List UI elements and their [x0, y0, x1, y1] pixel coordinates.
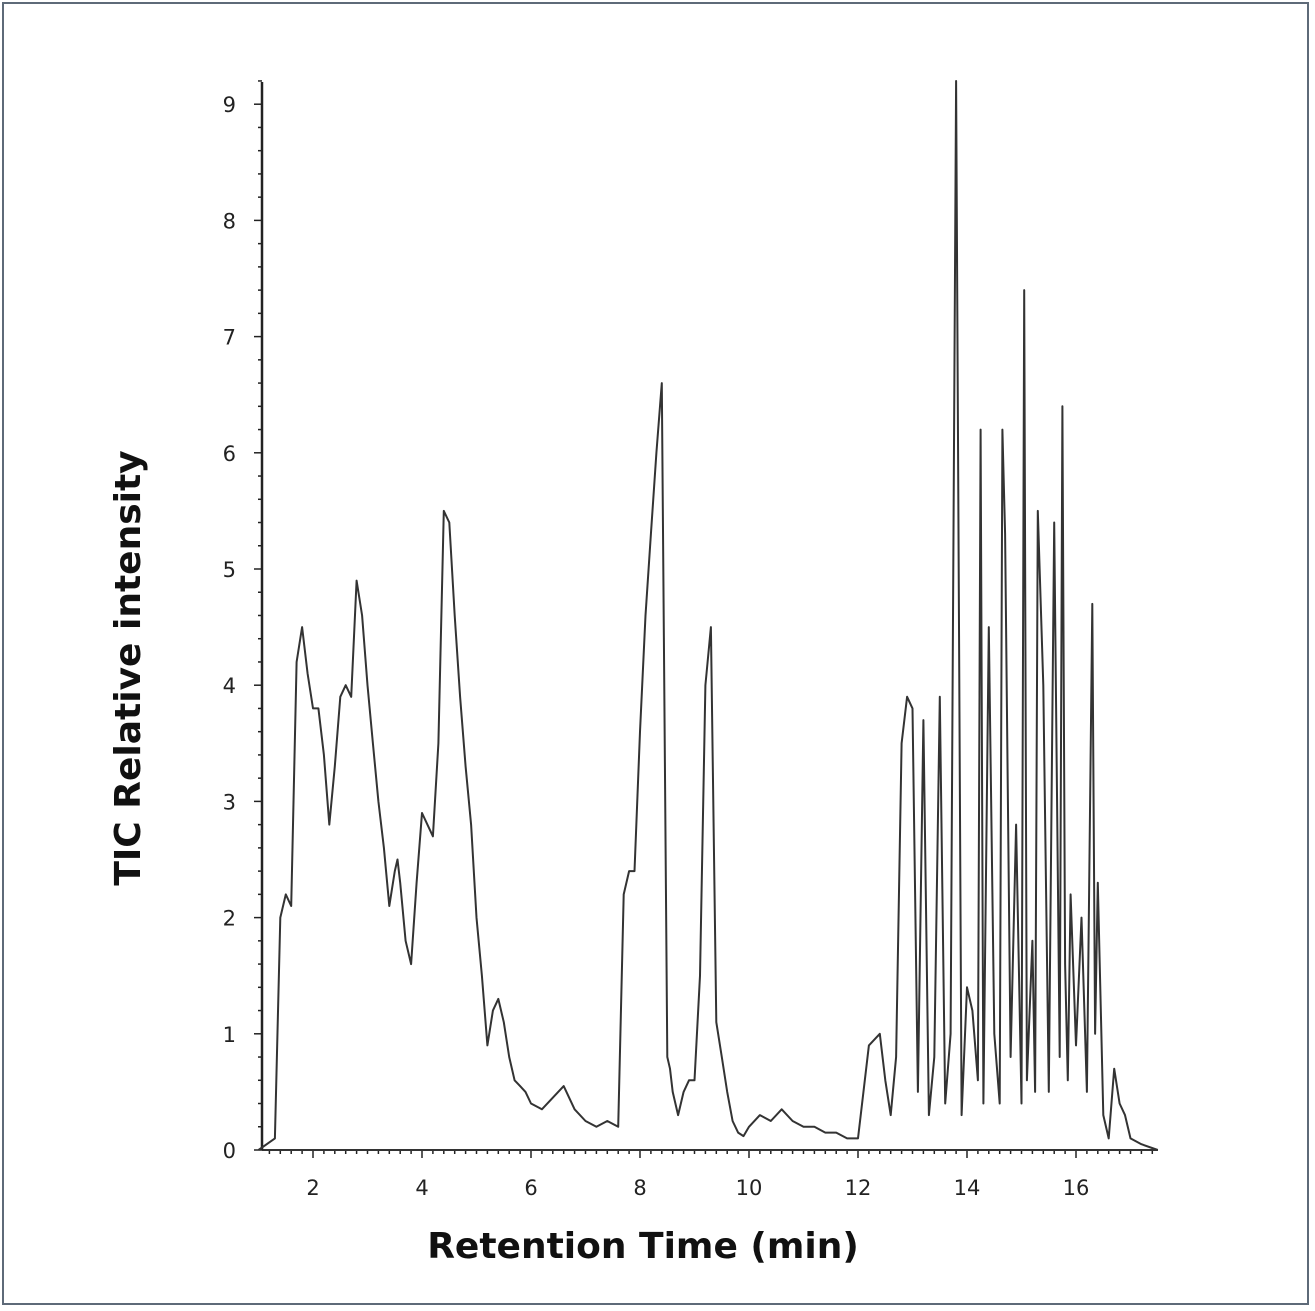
y-tick-label: 0: [223, 1139, 236, 1163]
y-axis-title: TIC Relative intensity: [108, 450, 149, 885]
x-axis-title: Retention Time (min): [427, 1226, 859, 1267]
y-tick-label: 9: [223, 93, 236, 117]
x-tick-label: 4: [415, 1176, 428, 1200]
x-tick-label: 12: [845, 1176, 872, 1200]
y-tick-label: 4: [223, 674, 236, 698]
x-axis-ticks: 2 4 6 8 10 12 14 16: [268, 1150, 1154, 1200]
y-tick-label: 3: [223, 790, 236, 814]
y-tick-label: 2: [223, 907, 236, 931]
y-tick-label: 6: [223, 442, 236, 466]
y-tick-label: 1: [223, 1023, 236, 1047]
x-tick-label: 8: [633, 1176, 646, 1200]
x-tick-label: 16: [1063, 1176, 1090, 1200]
y-axis-ticks: 0 1 2 3 4 5 6 7 8 9: [223, 80, 262, 1163]
tic-trace-line: [257, 80, 1159, 1151]
x-tick-label: 14: [954, 1176, 981, 1200]
x-tick-label: 10: [736, 1176, 763, 1200]
y-tick-label: 8: [223, 209, 236, 233]
x-tick-label: 2: [306, 1176, 319, 1200]
x-tick-label: 6: [524, 1176, 537, 1200]
y-tick-label: 7: [223, 326, 236, 350]
y-tick-label: 5: [223, 558, 236, 582]
